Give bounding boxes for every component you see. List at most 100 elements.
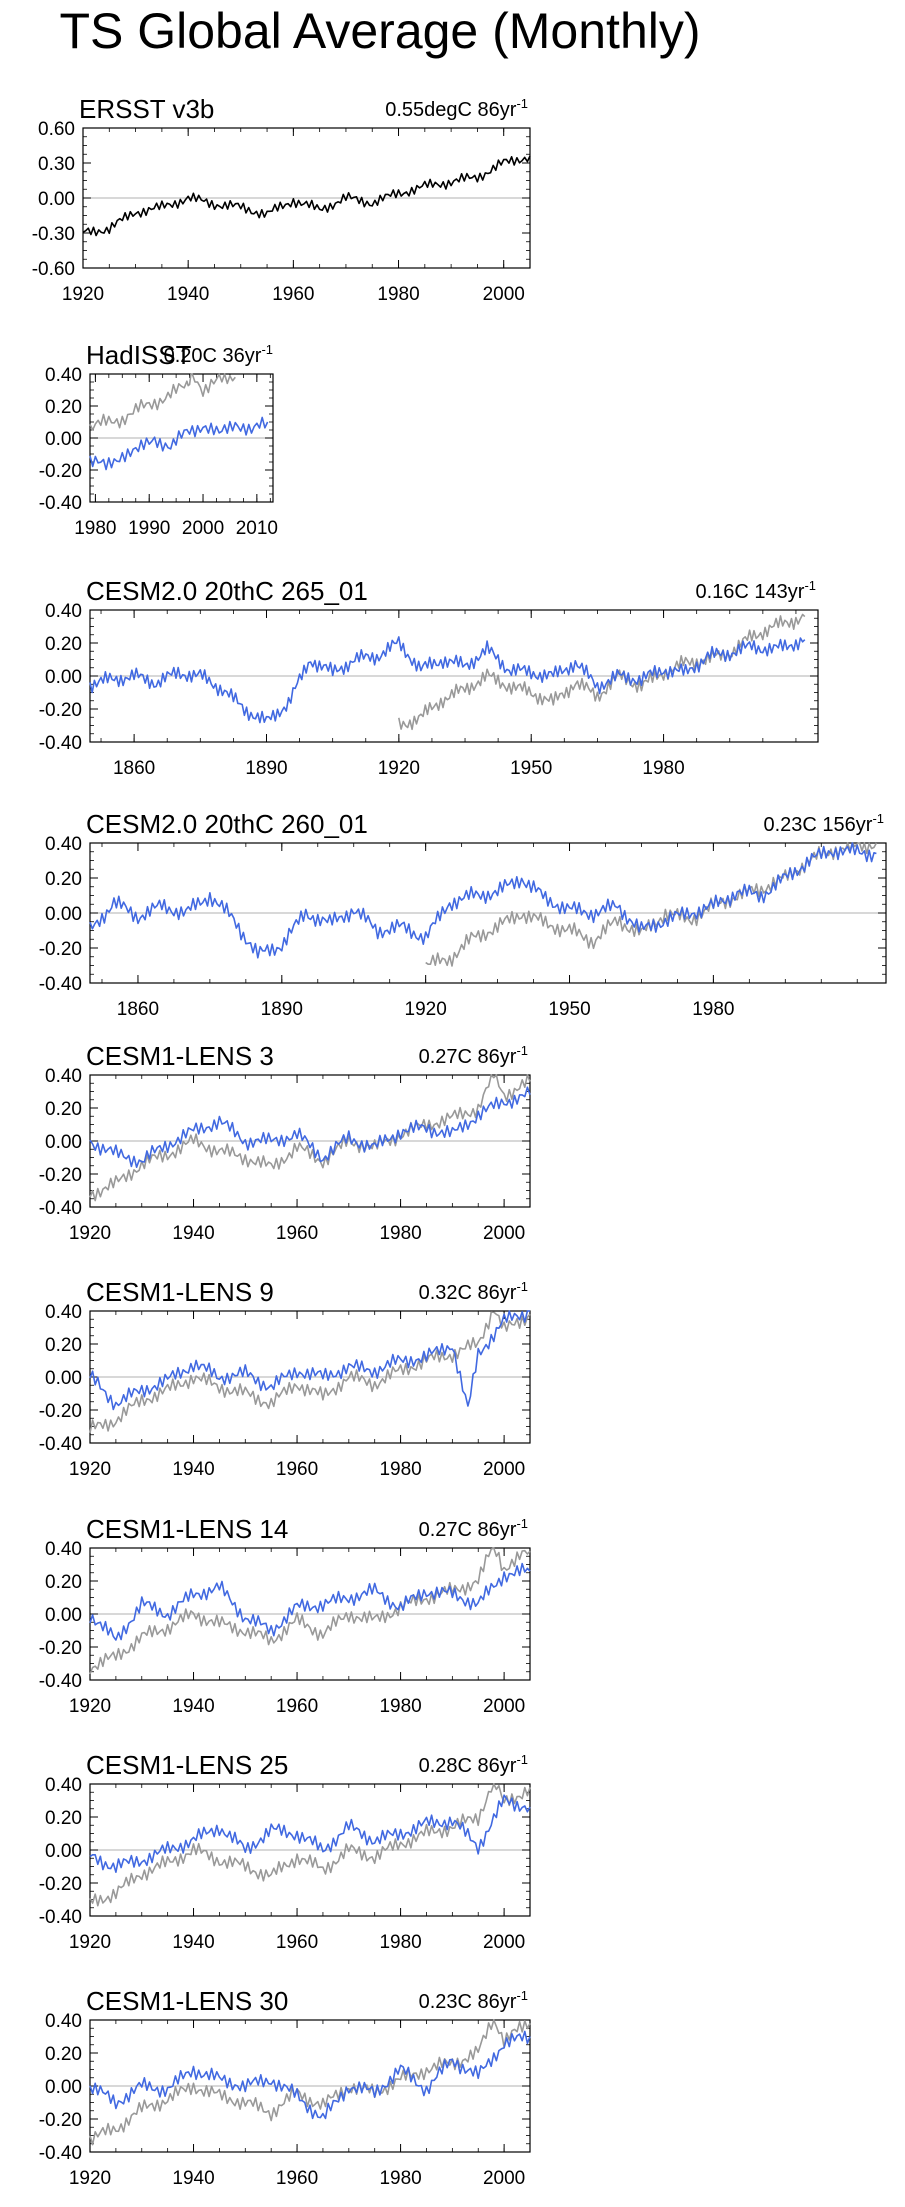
y-tick-label: 0.40 xyxy=(45,1302,82,1323)
chart-panel-3: 1860 1890 1920 1950 1980 0.40 0.20 0.00 -0.20 -0.… xyxy=(39,576,819,779)
x-tick-label: 1920 xyxy=(69,1932,111,1953)
y-tick-label: 0.20 xyxy=(45,1808,82,1829)
x-tick-label: 2000 xyxy=(483,284,525,305)
series-line-2 xyxy=(89,1794,531,1873)
chart-panel-7: 1920 1940 1960 1980 2000 0.40 0.20 0.00 -0.20 -0.… xyxy=(39,1514,531,1717)
x-tick-label: 1920 xyxy=(378,758,420,779)
x-tick-label: 1920 xyxy=(62,284,104,305)
trend-exponent: -1 xyxy=(516,1516,528,1531)
y-tick-label: 0.00 xyxy=(45,1605,82,1626)
series-line-2 xyxy=(89,1086,531,1168)
x-tick-label: 1980 xyxy=(379,1696,421,1717)
y-tick-label: 0.00 xyxy=(45,2077,82,2098)
series-line-1 xyxy=(82,155,531,237)
page-title: TS Global Average (Monthly) xyxy=(59,3,701,59)
x-tick-label: 1860 xyxy=(113,758,155,779)
y-tick-label: -0.20 xyxy=(39,1165,82,1186)
trend-label: 0.28C 86yr-1 xyxy=(419,1752,528,1777)
chart-panel-2: 1980 1990 2000 2010 0.40 0.20 0.00 -0.20 -0.40 Ha… xyxy=(39,340,278,539)
y-tick-label: 0.00 xyxy=(38,189,75,210)
x-tick-label: 2000 xyxy=(483,2168,525,2189)
y-tick-label: 0.20 xyxy=(45,634,82,655)
y-tick-label: -0.40 xyxy=(39,1907,82,1928)
y-tick-label: -0.20 xyxy=(39,700,82,721)
x-tick-label: 1920 xyxy=(69,1696,111,1717)
y-tick-label: -0.20 xyxy=(39,1401,82,1422)
y-tick-label: 0.60 xyxy=(38,119,75,140)
trend-label: 0.27C 86yr-1 xyxy=(419,1043,528,1068)
trend-exponent: -1 xyxy=(516,1043,528,1058)
x-tick-label: 1950 xyxy=(548,999,590,1020)
trend-label: 0.32C 86yr-1 xyxy=(419,1279,528,1304)
y-tick-label: 0.40 xyxy=(45,365,82,386)
series-line-1 xyxy=(89,373,236,431)
chart-panel-5: 1920 1940 1960 1980 2000 0.40 0.20 0.00 -0.20 -0.… xyxy=(39,1041,531,1244)
panel-title: HadISST xyxy=(86,340,192,370)
y-tick-label: 0.40 xyxy=(45,1539,82,1560)
panel-title: CESM1-LENS 14 xyxy=(86,1514,288,1544)
x-tick-label: 1950 xyxy=(510,758,552,779)
y-tick-label: -0.60 xyxy=(32,259,75,280)
trend-value: 0.28C 86yr xyxy=(419,1755,517,1777)
y-tick-label: 0.40 xyxy=(45,1775,82,1796)
x-tick-label: 1960 xyxy=(276,1932,318,1953)
series-line-2 xyxy=(89,2030,531,2120)
panel-title: CESM1-LENS 3 xyxy=(86,1041,274,1071)
trend-value: 0.23C 156yr xyxy=(763,814,872,836)
y-tick-label: -0.20 xyxy=(39,2110,82,2131)
x-tick-label: 1940 xyxy=(172,1696,214,1717)
y-tick-label: 0.00 xyxy=(45,904,82,925)
y-tick-label: 0.00 xyxy=(45,667,82,688)
series-line-2 xyxy=(89,1562,531,1641)
trend-exponent: -1 xyxy=(516,1988,528,2003)
y-tick-label: -0.40 xyxy=(39,1671,82,1692)
y-tick-label: -0.20 xyxy=(39,1638,82,1659)
chart-panel-9: 1920 1940 1960 1980 2000 0.40 0.20 0.00 -0.20 -0.… xyxy=(39,1986,531,2189)
series-line-2 xyxy=(89,1310,530,1411)
x-tick-label: 2000 xyxy=(483,1696,525,1717)
y-tick-label: -0.20 xyxy=(39,461,82,482)
trend-label: 0.23C 86yr-1 xyxy=(419,1988,528,2013)
x-tick-label: 1920 xyxy=(405,999,447,1020)
trend-value: 0.27C 86yr xyxy=(419,1519,517,1541)
trend-exponent: -1 xyxy=(516,1752,528,1767)
y-tick-label: -0.40 xyxy=(39,493,82,514)
y-tick-label: -0.40 xyxy=(39,2143,82,2164)
y-tick-label: 0.20 xyxy=(45,397,82,418)
x-tick-label: 2000 xyxy=(483,1223,525,1244)
series-line-1 xyxy=(89,2019,531,2146)
x-tick-label: 1960 xyxy=(276,1696,318,1717)
series-line-2 xyxy=(89,416,269,471)
trend-exponent: -1 xyxy=(872,811,884,826)
y-tick-label: 0.20 xyxy=(45,1572,82,1593)
x-tick-label: 1980 xyxy=(379,1223,421,1244)
x-tick-label: 1890 xyxy=(245,758,287,779)
trend-label: 0.55degC 86yr-1 xyxy=(385,96,528,121)
x-tick-label: 1940 xyxy=(172,1932,214,1953)
x-tick-label: 1980 xyxy=(379,1932,421,1953)
series-line-1 xyxy=(89,1783,531,1907)
x-tick-label: 1980 xyxy=(74,518,116,539)
series-line-1 xyxy=(89,1074,531,1202)
chart-panel-8: 1920 1940 1960 1980 2000 0.40 0.20 0.00 -0.20 -0.… xyxy=(39,1750,531,1953)
x-tick-label: 1980 xyxy=(377,284,419,305)
x-tick-label: 1940 xyxy=(167,284,209,305)
y-tick-label: 0.00 xyxy=(45,429,82,450)
y-tick-label: 0.00 xyxy=(45,1132,82,1153)
x-tick-label: 1920 xyxy=(69,1459,111,1480)
chart-panel-6: 1920 1940 1960 1980 2000 0.40 0.20 0.00 -0.20 -0.… xyxy=(39,1277,531,1480)
x-tick-label: 1920 xyxy=(69,2168,111,2189)
y-tick-label: 0.40 xyxy=(45,601,82,622)
x-tick-label: 2000 xyxy=(182,518,224,539)
trend-value: 0.16C 143yr xyxy=(695,581,804,603)
x-tick-label: 1960 xyxy=(276,1223,318,1244)
chart-panel-4: 1860 1890 1920 1950 1980 0.40 0.20 0.00 -0.20 -0.… xyxy=(39,809,887,1020)
x-tick-label: 2000 xyxy=(483,1459,525,1480)
panel-title: CESM2.0 20thC 260_01 xyxy=(86,809,368,839)
y-tick-label: 0.20 xyxy=(45,869,82,890)
trend-exponent: -1 xyxy=(261,342,273,357)
trend-exponent: -1 xyxy=(804,578,816,593)
x-tick-label: 2010 xyxy=(236,518,278,539)
trend-exponent: -1 xyxy=(516,1279,528,1294)
panel-title: CESM1-LENS 25 xyxy=(86,1750,288,1780)
